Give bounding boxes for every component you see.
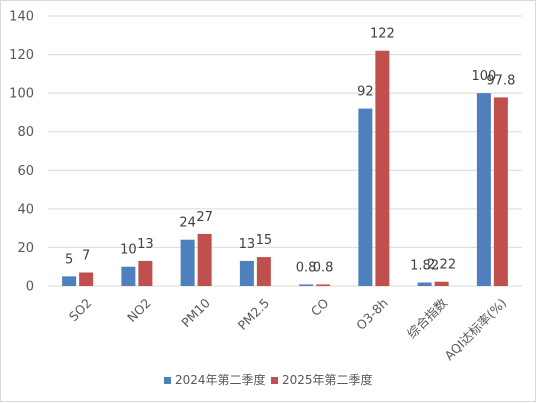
legend-swatch <box>164 377 171 384</box>
x-tick-label: NO2 <box>124 295 154 325</box>
y-tick-label: 0 <box>26 280 34 295</box>
data-label: 0.8 <box>296 260 317 275</box>
y-tick-label: 100 <box>9 87 34 102</box>
bar <box>476 93 491 287</box>
y-tick-label: 80 <box>17 125 34 140</box>
data-label: 27 <box>196 210 213 225</box>
x-tick-label: SO2 <box>66 295 95 324</box>
bar <box>138 260 153 286</box>
bar <box>375 50 390 286</box>
bar <box>239 260 254 286</box>
x-tick-label: O3-8h <box>353 295 391 333</box>
bars <box>62 50 508 287</box>
legend-swatch <box>271 377 278 384</box>
data-label: 97.8 <box>486 73 515 88</box>
bar <box>62 276 77 286</box>
data-label: 15 <box>256 233 273 248</box>
y-tick-label: 40 <box>17 202 34 217</box>
legend: 2024年第二季度 2025年第二季度 <box>164 372 373 387</box>
bar <box>434 281 449 286</box>
bar <box>180 239 195 286</box>
bar <box>79 272 94 286</box>
bar <box>493 97 508 286</box>
data-label: 5 <box>65 252 73 267</box>
y-tick-label: 20 <box>17 241 34 256</box>
data-label: 92 <box>357 85 374 100</box>
data-label: 13 <box>137 237 154 252</box>
bar <box>358 108 373 286</box>
legend-entry: 2024年第二季度 <box>175 372 266 387</box>
y-tick-label: 140 <box>9 10 34 25</box>
data-label: 122 <box>370 27 395 42</box>
y-tick-label: 120 <box>9 48 34 63</box>
bar <box>121 266 136 286</box>
gridlines <box>48 15 522 287</box>
x-tick-label: AQI达标率(%) <box>441 295 509 363</box>
data-label: 1.82 <box>410 258 439 273</box>
data-label: 7 <box>82 249 90 264</box>
data-label: 13 <box>239 237 256 252</box>
data-label: 100 <box>471 69 496 84</box>
bar <box>299 284 314 286</box>
x-tick-label: 综合指数 <box>404 295 450 341</box>
data-label: 0.8 <box>313 260 334 275</box>
data-label: 2.22 <box>427 258 456 273</box>
legend-entry: 2025年第二季度 <box>282 372 373 387</box>
y-tick-label: 60 <box>17 164 34 179</box>
bar <box>417 282 432 286</box>
x-tick-label: PM2.5 <box>235 295 273 333</box>
x-tick-label: CO <box>308 295 332 319</box>
y-axis-ticks: 0 20 40 60 80 100 120 140 <box>9 10 34 295</box>
data-label: 10 <box>120 243 137 258</box>
x-tick-label: PM10 <box>178 295 213 330</box>
data-label: 24 <box>179 216 196 231</box>
bar <box>316 284 331 286</box>
bar <box>256 257 271 286</box>
bar <box>197 233 212 286</box>
